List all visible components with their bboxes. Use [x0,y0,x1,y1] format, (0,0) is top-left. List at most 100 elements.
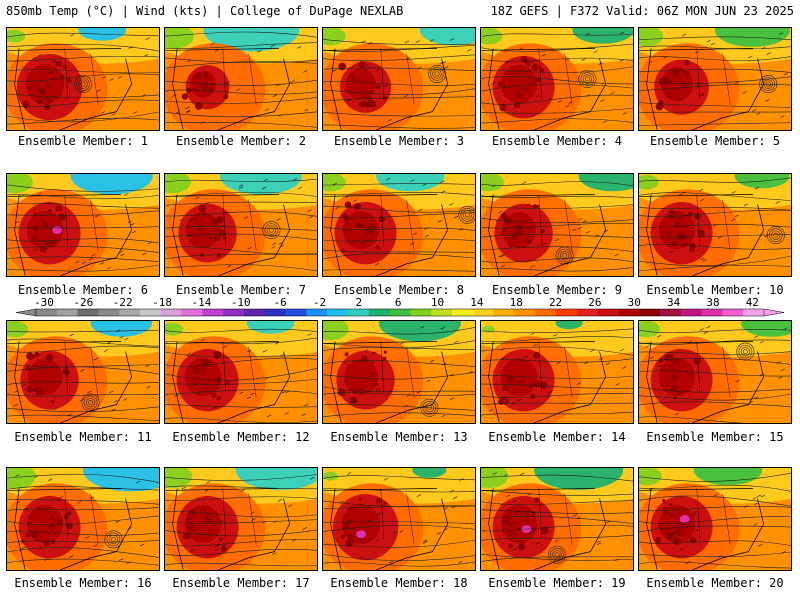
wind-barb [400,341,405,345]
wind-barb [77,501,82,504]
contour-line [639,56,791,61]
east-gulf-coastline [376,58,449,130]
wind-barb [717,236,722,239]
wind-barb [436,532,442,535]
contour-line [481,76,633,85]
colorbar-swatch [77,309,99,316]
wind-barb [659,383,664,387]
wind-barb [361,40,366,43]
wind-barb [106,266,111,270]
hot-speckle [213,351,222,359]
hot-speckle [45,354,54,362]
contour-line [481,393,633,398]
wind-barb [365,226,370,229]
wind-barb [190,549,195,552]
hot-speckle [210,218,218,225]
colorbar-swatch [597,309,619,316]
hot-speckle [200,508,205,513]
colorbar-swatch [680,309,703,316]
colorbar-tick-label: -18 [152,297,172,309]
contour-line [639,329,791,334]
wind-barb [111,408,116,412]
hot-speckle [223,94,229,100]
wind-barb [21,546,26,550]
wind-barb [674,412,680,416]
contour-line [7,507,159,511]
west-coastline [14,488,26,570]
hot-speckle [535,204,540,209]
contour-line [323,392,475,396]
wind-barb [658,364,663,368]
contour-line [639,472,791,482]
header-valid-time: 18Z GEFS | F372 Valid: 06Z MON JUN 23 20… [490,4,794,18]
us-canada-border [323,194,438,197]
wind-barb [44,97,50,101]
us-canada-border [639,341,754,344]
contour-line [7,202,159,209]
hot-speckle [517,543,525,551]
wind-barb [683,242,689,246]
wind-barb [270,44,275,48]
contour-line [7,210,159,217]
ensemble-panel [6,320,160,424]
wind-barb [614,558,619,562]
east-gulf-coastline [218,498,291,570]
contour-line [7,366,159,375]
state-borders [64,194,99,251]
wind-barb [424,227,429,230]
hot-core [184,358,222,397]
hot-speckle [525,60,531,66]
wind-barb [441,414,446,418]
wind-barb [82,261,87,264]
wind-barb [332,182,337,186]
contour-line [7,530,159,536]
wind-barb [546,395,551,399]
west-coastline [14,48,26,130]
wind-barb [69,555,74,558]
contour-line [481,94,633,105]
wind-barb [47,100,52,103]
wind-barb [500,502,505,506]
wind-barb [503,474,508,477]
contour-line [639,339,791,345]
cool-region [165,322,184,336]
wind-barb [80,398,85,402]
temperature-map [639,321,791,423]
low-pressure-contour [773,232,779,238]
hot-speckle [34,351,40,357]
hot-speckle [56,518,63,526]
hot-speckle [508,543,513,549]
east-gulf-coastline [60,204,133,276]
wind-barb [710,42,715,46]
wind-barb [210,42,215,46]
hot-speckle [666,230,673,237]
hot-speckle [194,73,201,79]
wind-barb [743,505,749,508]
wind-barb [304,108,309,112]
low-pressure-contour [462,210,473,220]
hot-speckle [44,239,48,243]
wind-barb [459,478,464,481]
wind-barb [256,50,262,53]
contour-line [7,515,159,526]
temperature-map [481,468,633,570]
hot-speckle [375,84,381,90]
hot-speckle [208,515,212,519]
wind-barb [530,332,535,336]
hot-speckle [341,248,345,253]
wind-barb [423,540,428,544]
wind-barb [222,345,228,349]
wind-barb [49,71,54,74]
wind-barb [142,252,147,256]
colorbar-swatch [264,309,287,316]
wind-barb [556,361,561,364]
cool-region [246,321,295,334]
ensemble-member-label: Ensemble Member: 16 [14,576,152,590]
wind-barb [519,380,524,383]
hot-speckle [54,60,62,68]
wind-barb [48,478,53,481]
wind-barb [75,260,80,264]
us-canada-border [165,48,280,51]
contour-line [481,234,633,238]
low-pressure-contour [557,248,572,263]
